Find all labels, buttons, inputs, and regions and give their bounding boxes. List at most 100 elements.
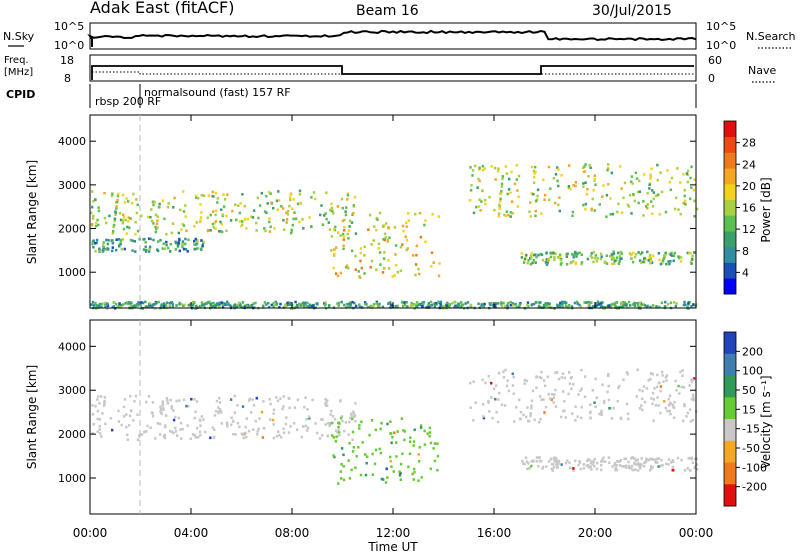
x-tick-label: 12:00	[376, 526, 411, 540]
echo-cell	[146, 424, 149, 428]
echo-cell	[580, 368, 583, 372]
echo-cell	[570, 387, 573, 391]
echo-cell	[644, 205, 648, 208]
echo-cell	[523, 382, 526, 385]
echo-cell	[516, 205, 520, 208]
echo-cell	[342, 478, 346, 482]
echo-cell	[668, 262, 671, 266]
echo-cell	[613, 259, 616, 263]
echo-cell	[330, 235, 334, 238]
echo-cell	[577, 393, 580, 396]
echo-cell	[498, 204, 501, 208]
echo-cell	[572, 467, 575, 470]
echo-cell	[194, 436, 197, 439]
echo-cell	[595, 467, 599, 471]
echo-cell	[537, 304, 541, 308]
echo-cell	[378, 305, 381, 309]
echo-cell	[541, 465, 545, 469]
echo-cell	[148, 245, 152, 249]
echo-cell	[134, 250, 137, 253]
echo-cell	[198, 430, 202, 434]
echo-cell	[609, 197, 612, 200]
echo-cell	[304, 424, 308, 428]
echo-cell	[221, 230, 224, 234]
echo-cell	[617, 202, 620, 206]
echo-cell	[545, 251, 548, 255]
echo-cell	[610, 417, 614, 420]
echo-cell	[599, 252, 603, 256]
echo-cell	[670, 251, 673, 255]
echo-cell	[552, 251, 555, 255]
echo-cell	[268, 217, 271, 220]
echo-cell	[488, 410, 491, 413]
echo-cell	[682, 303, 686, 307]
echo-cell	[273, 227, 276, 230]
echo-cell	[98, 428, 101, 431]
echo-cell	[342, 453, 345, 457]
echo-cell	[347, 459, 350, 462]
echo-cell	[509, 211, 513, 214]
echo-cell	[371, 473, 374, 476]
echo-cell	[181, 222, 184, 226]
echo-cell	[526, 261, 529, 265]
echo-cell	[291, 223, 294, 227]
echo-cell	[423, 429, 426, 433]
echo-cell	[215, 209, 218, 213]
echo-cell	[639, 304, 643, 308]
echo-cell	[549, 187, 552, 190]
echo-cell	[98, 302, 102, 306]
echo-cell	[412, 478, 415, 481]
echo-cell	[237, 204, 240, 207]
echo-cell	[561, 306, 565, 309]
echo-cell	[592, 305, 596, 308]
echo-cell	[189, 437, 192, 441]
echo-cell	[655, 461, 658, 464]
echo-cell	[668, 409, 671, 413]
echo-cell	[529, 412, 532, 415]
echo-cell	[559, 305, 562, 309]
echo-cell	[587, 464, 590, 467]
echo-cell	[235, 305, 238, 309]
echo-cell	[106, 302, 109, 306]
echo-cell	[624, 464, 628, 468]
echo-cell	[529, 414, 532, 418]
power-colorbar-label: Power [dB]	[759, 177, 773, 242]
echo-cell	[550, 467, 553, 471]
echo-cell	[280, 205, 283, 208]
echo-cell	[401, 300, 404, 304]
echo-cell	[417, 303, 420, 306]
echo-cell	[111, 192, 114, 196]
echo-cell	[671, 466, 675, 469]
echo-cell	[469, 166, 472, 169]
echo-cell	[293, 406, 297, 409]
echo-cell	[525, 379, 529, 383]
echo-cell	[427, 303, 430, 307]
echo-cell	[192, 303, 195, 307]
echo-cell	[301, 301, 305, 305]
echo-cell	[631, 303, 635, 306]
echo-cell	[351, 438, 354, 442]
echo-cell	[121, 219, 125, 222]
echo-cell	[185, 404, 188, 408]
echo-cell	[648, 457, 652, 461]
echo-cell	[95, 304, 99, 307]
echo-cell	[191, 433, 195, 436]
echo-cell	[226, 300, 229, 304]
echo-cell	[640, 404, 643, 407]
echo-cell	[277, 430, 280, 433]
echo-cell	[306, 426, 310, 430]
echo-cell	[150, 219, 154, 223]
y-tick-label: 4000	[58, 135, 86, 148]
echo-cell	[390, 303, 393, 307]
echo-cell	[669, 301, 673, 305]
echo-cell	[675, 389, 678, 392]
echo-cell	[502, 301, 505, 305]
echo-cell	[548, 198, 551, 202]
echo-cell	[258, 204, 262, 207]
echo-cell	[383, 232, 387, 236]
echo-cell	[569, 376, 573, 380]
echo-cell	[540, 376, 543, 380]
echo-cell	[530, 407, 533, 410]
echo-cell	[691, 397, 695, 401]
